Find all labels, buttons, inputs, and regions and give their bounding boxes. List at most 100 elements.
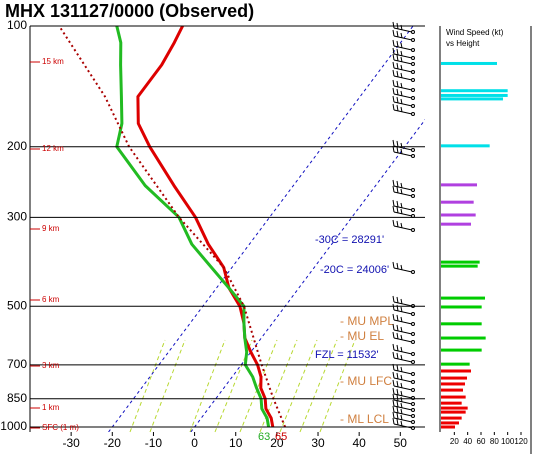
height-label: 9 km	[42, 224, 60, 233]
wind-barb	[392, 303, 413, 315]
wind-bar	[441, 89, 508, 93]
annotation: - MU EL	[340, 329, 384, 343]
x-tick-label: 40	[352, 436, 366, 450]
barb-station	[411, 372, 415, 376]
barb-station	[411, 352, 415, 356]
barb-station	[411, 48, 415, 52]
wind-bar	[441, 61, 497, 65]
wind-bar	[441, 97, 503, 101]
wind-barb	[392, 199, 413, 211]
wind-barb	[392, 179, 413, 191]
wind-barb	[392, 371, 413, 383]
y-tick-label: 850	[7, 391, 27, 405]
annotation: - ML LCL	[340, 412, 389, 426]
height-label: 1 km	[42, 403, 60, 412]
barb-station	[411, 208, 415, 212]
y-tick-label: 100	[7, 18, 27, 32]
wind-bar	[441, 421, 459, 425]
barb-station	[411, 30, 415, 34]
barb-station	[411, 70, 415, 74]
x-tick-label: 100	[501, 437, 515, 446]
wind-barb	[392, 331, 413, 343]
wind-bar	[441, 322, 482, 326]
x-tick-label: 20	[450, 437, 459, 446]
wind-barb	[392, 295, 413, 307]
x-tick-label: -30	[62, 436, 80, 450]
surface-dewpoint: 63	[258, 431, 270, 443]
wind-bar	[441, 144, 490, 148]
wind-barb	[392, 69, 413, 81]
wind-bar	[441, 336, 486, 340]
wind-bar	[441, 264, 478, 268]
wind-bar	[441, 401, 462, 405]
barb-station	[411, 322, 415, 326]
chart-title: MHX 131127/0000 (Observed)	[5, 1, 254, 21]
wind-bar	[441, 183, 477, 187]
wind-bar	[441, 93, 508, 97]
x-tick-label: -20	[104, 436, 122, 450]
x-tick-label: 120	[514, 437, 528, 446]
wind-bar	[441, 425, 455, 429]
wind-barb	[392, 29, 413, 41]
wind-barb	[392, 39, 413, 51]
x-tick-label: -10	[145, 436, 163, 450]
wind-barb	[392, 343, 413, 355]
barb-station	[411, 340, 415, 344]
height-label: 6 km	[42, 295, 60, 304]
barb-station	[411, 270, 415, 274]
wind-barb	[392, 323, 413, 335]
barb-station	[411, 96, 415, 100]
wind-bar	[441, 362, 470, 366]
wind-barb	[392, 103, 413, 115]
x-tick-label: 30	[311, 436, 325, 450]
wind-barb	[392, 95, 413, 107]
wind-barb	[392, 363, 413, 375]
barb-station	[411, 104, 415, 108]
wind-barb	[392, 411, 413, 423]
profile-line	[58, 26, 287, 428]
surface-temp: 65	[275, 431, 287, 443]
wind-barb	[392, 145, 413, 157]
wind-bar	[441, 305, 482, 309]
wind-barb	[392, 205, 413, 217]
wind-bar	[441, 369, 471, 373]
wind-bar	[441, 406, 468, 410]
barb-station	[411, 38, 415, 42]
wind-bar	[441, 382, 465, 386]
isotherm	[108, 26, 414, 432]
wind-bar	[441, 376, 467, 380]
wind-bar	[441, 222, 471, 226]
barb-station	[411, 304, 415, 308]
annotation: -30C = 28291'	[315, 234, 384, 246]
wind-bar	[441, 395, 466, 399]
x-tick-label: 10	[229, 436, 243, 450]
isotherm	[190, 118, 425, 432]
barb-station	[411, 380, 415, 384]
barb-station	[411, 56, 415, 60]
profile-line	[136, 26, 275, 428]
wind-bar	[441, 200, 474, 204]
wind-barb	[392, 219, 413, 231]
barb-station	[411, 214, 415, 218]
height-label: 15 km	[42, 57, 64, 66]
x-tick-label: 40	[463, 437, 472, 446]
barb-station	[411, 388, 415, 392]
x-tick-label: 20	[270, 436, 284, 450]
wind-bar	[441, 296, 485, 300]
wind-barb	[392, 379, 413, 391]
barb-station	[411, 148, 415, 152]
wind-barb	[392, 393, 413, 405]
wind-bar	[441, 410, 466, 414]
y-tick-label: 300	[7, 209, 27, 223]
height-label: SFC (1 m)	[42, 423, 79, 432]
barb-station	[411, 402, 415, 406]
height-label: 12 km	[42, 144, 64, 153]
barb-station	[411, 312, 415, 316]
barb-station	[411, 228, 415, 232]
barb-station	[411, 194, 415, 198]
wind-barb	[392, 61, 413, 73]
y-tick-label: 500	[7, 298, 27, 312]
x-tick-label: 0	[191, 436, 198, 450]
